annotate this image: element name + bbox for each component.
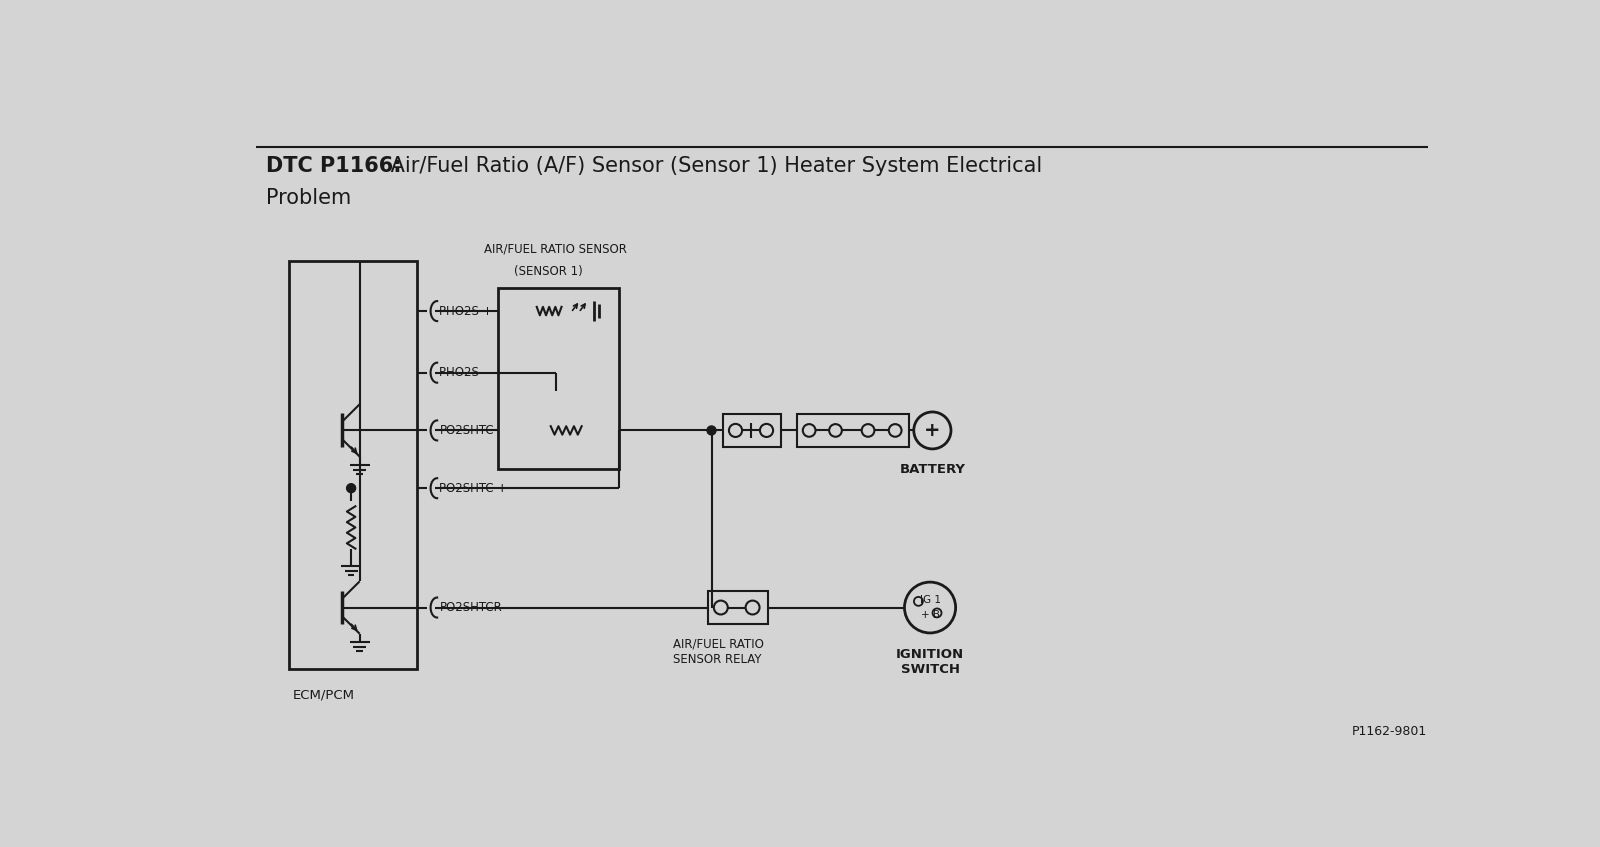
Text: PO2SHTCR: PO2SHTCR — [440, 601, 502, 614]
Text: Air/Fuel Ratio (A/F) Sensor (Sensor 1) Heater System Electrical: Air/Fuel Ratio (A/F) Sensor (Sensor 1) H… — [384, 157, 1043, 176]
Bar — [707, 591, 768, 623]
Text: P1162-9801: P1162-9801 — [1352, 725, 1427, 739]
Text: PO2SHTC +: PO2SHTC + — [440, 482, 507, 495]
Bar — [290, 261, 418, 669]
Text: Problem: Problem — [266, 188, 350, 208]
Circle shape — [347, 484, 355, 493]
Text: BATTERY: BATTERY — [899, 462, 965, 476]
Text: PHO2S +: PHO2S + — [440, 305, 493, 318]
Text: IG 1: IG 1 — [920, 595, 941, 605]
Text: AIR/FUEL RATIO SENSOR: AIR/FUEL RATIO SENSOR — [485, 243, 627, 256]
Text: +: + — [925, 421, 941, 440]
Bar — [797, 414, 909, 446]
Text: AIR/FUEL RATIO
SENSOR RELAY: AIR/FUEL RATIO SENSOR RELAY — [672, 638, 763, 666]
Bar — [498, 288, 619, 469]
Text: ECM/PCM: ECM/PCM — [293, 689, 355, 701]
Text: IGNITION
SWITCH: IGNITION SWITCH — [896, 648, 965, 677]
Text: PO2SHTC: PO2SHTC — [440, 424, 494, 437]
Text: DTC P1166:: DTC P1166: — [266, 157, 402, 176]
Text: PHO2S -: PHO2S - — [440, 366, 488, 379]
Text: (SENSOR 1): (SENSOR 1) — [514, 264, 582, 278]
Text: + B: + B — [920, 610, 939, 620]
Circle shape — [707, 426, 715, 435]
Bar — [723, 414, 781, 446]
